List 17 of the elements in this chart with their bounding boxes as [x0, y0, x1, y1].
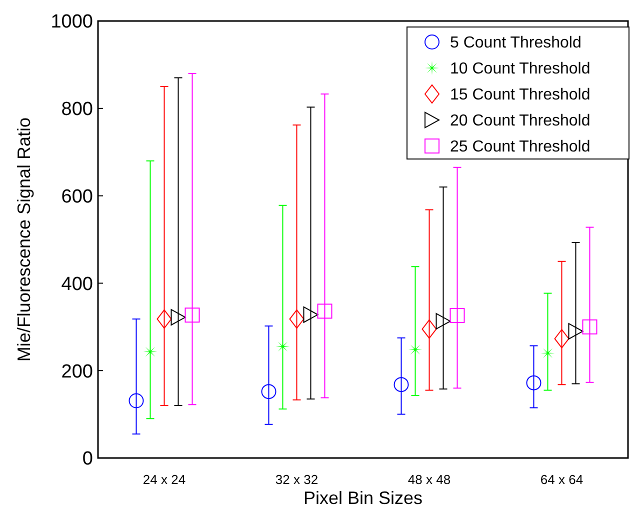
y-tick-label: 200 — [61, 361, 93, 382]
legend-label: 20 Count Threshold — [450, 112, 590, 130]
y-tick-label: 800 — [61, 99, 93, 120]
y-tick-label: 400 — [61, 274, 93, 295]
y-tick-label: 0 — [82, 448, 93, 470]
y-tick-label: 600 — [61, 186, 93, 208]
legend-label: 15 Count Threshold — [450, 86, 590, 104]
legend-label: 5 Count Threshold — [450, 34, 582, 52]
x-tick-label: 64 x 64 — [540, 472, 584, 487]
y-axis-title: Mie/Fluorescence Signal Ratio — [14, 117, 34, 362]
x-tick-label: 48 x 48 — [408, 472, 451, 487]
legend-label: 25 Count Threshold — [450, 138, 590, 156]
legend-label: 10 Count Threshold — [450, 60, 590, 78]
x-tick-label: 24 x 24 — [142, 472, 186, 487]
x-tick-label: 32 x 32 — [275, 472, 318, 487]
y-tick-label: 1000 — [50, 12, 93, 33]
x-axis-title: Pixel Bin Sizes — [303, 488, 423, 508]
